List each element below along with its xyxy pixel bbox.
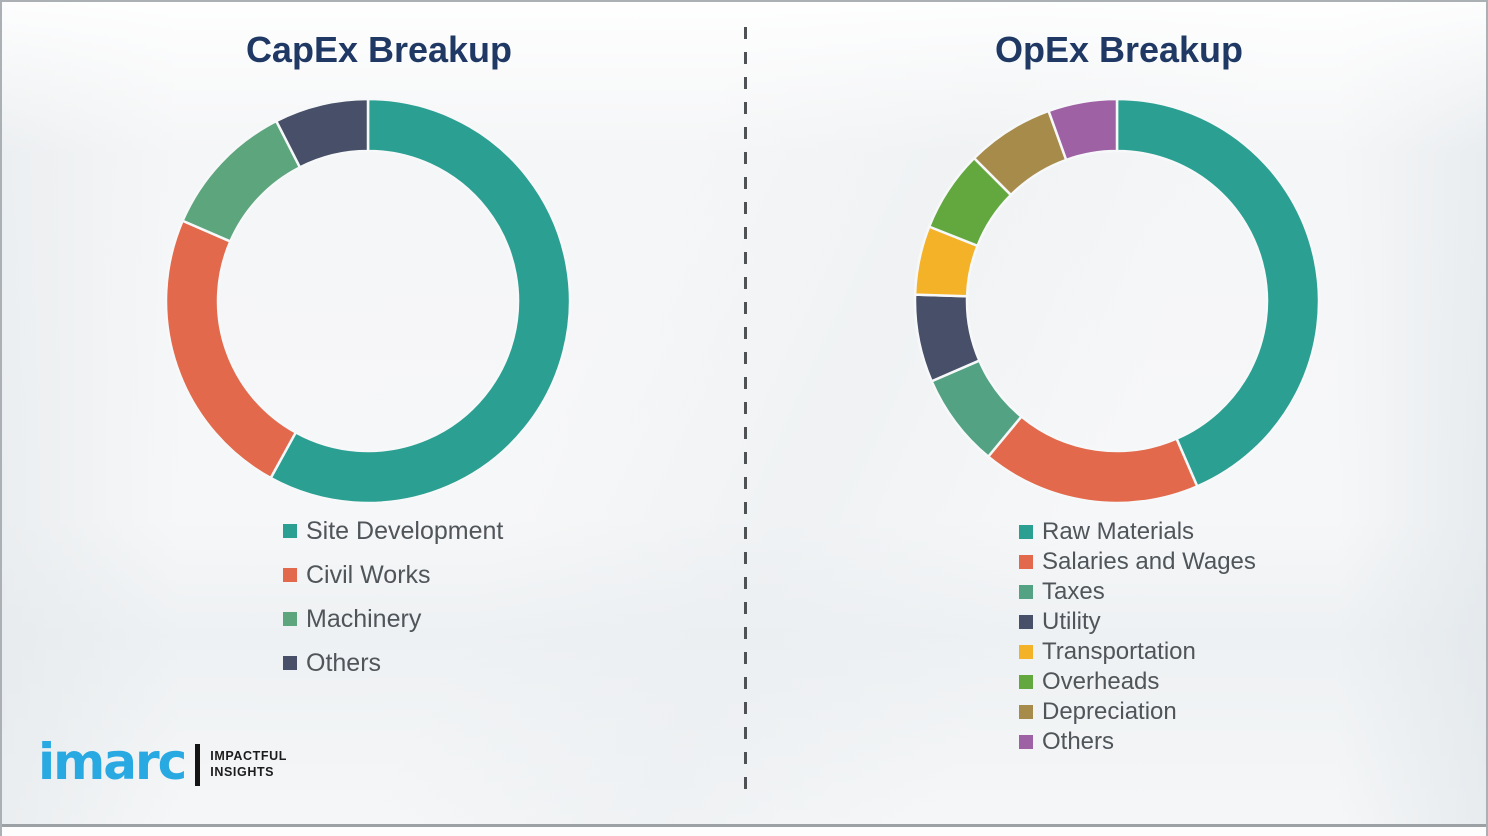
legend-item: Salaries and Wages	[1019, 547, 1256, 577]
legend-item: Civil Works	[283, 553, 503, 597]
legend-label: Transportation	[1042, 638, 1196, 665]
legend-label: Others	[1042, 728, 1115, 755]
legend-item: Utility	[1019, 607, 1256, 637]
imarc-logo: imarc IMPACTFUL INSIGHTS	[38, 737, 287, 787]
donut-segment-salaries-and-wages	[986, 415, 1199, 505]
legend-label: Machinery	[306, 604, 422, 633]
legend-label: Taxes	[1042, 578, 1105, 605]
donut-segment-site-development	[269, 97, 572, 505]
legend-swatch	[1019, 585, 1033, 599]
imarc-tagline-line1: IMPACTFUL	[210, 749, 287, 764]
legend-label: Salaries and Wages	[1042, 548, 1256, 575]
imarc-tagline-line2: INSIGHTS	[210, 765, 275, 779]
legend-item: Overheads	[1019, 667, 1256, 697]
donut-segment-civil-works	[164, 219, 297, 480]
bottom-border-line	[2, 824, 1486, 827]
legend-swatch	[283, 612, 297, 626]
legend-label: Utility	[1042, 608, 1101, 635]
legend-swatch	[1019, 705, 1033, 719]
legend-item: Transportation	[1019, 637, 1256, 667]
legend-swatch	[283, 568, 297, 582]
donut-segment-raw-materials	[1115, 97, 1321, 488]
legend-label: Raw Materials	[1042, 518, 1195, 545]
legend-swatch	[283, 524, 297, 538]
imarc-logo-tagline: IMPACTFUL INSIGHTS	[210, 749, 287, 780]
capex-chart-title: CapEx Breakup	[245, 29, 513, 70]
legend-item: Others	[1019, 727, 1256, 757]
legend-swatch	[1019, 645, 1033, 659]
legend-label: Depreciation	[1042, 698, 1177, 725]
imarc-logo-divider-bar	[195, 744, 201, 786]
divider-dashed-line	[744, 27, 747, 795]
opex-chart-title: OpEx Breakup	[994, 29, 1244, 70]
legend-swatch	[1019, 525, 1033, 539]
legend-label: Site Development	[306, 516, 504, 545]
legend-item: Raw Materials	[1019, 517, 1256, 547]
bottom-white-strip	[2, 827, 1486, 836]
capex-donut-chart	[156, 89, 580, 513]
opex-donut-chart	[905, 89, 1329, 513]
opex-legend: Raw Materials Salaries and Wages Taxes Util…	[1019, 517, 1256, 757]
legend-item: Taxes	[1019, 577, 1256, 607]
legend-label: Others	[306, 648, 382, 677]
donut-segment-others	[275, 97, 370, 169]
legend-item: Others	[283, 641, 503, 685]
legend-swatch	[1019, 615, 1033, 629]
legend-swatch	[1019, 555, 1033, 569]
legend-item: Machinery	[283, 597, 503, 641]
legend-swatch	[1019, 675, 1033, 689]
donut-segment-others	[1047, 97, 1119, 162]
legend-item: Depreciation	[1019, 697, 1256, 727]
capex-legend: Site Development Civil Works Machinery Othe…	[283, 509, 503, 685]
legend-swatch	[283, 656, 297, 670]
legend-swatch	[1019, 735, 1033, 749]
donut-segment-machinery	[181, 119, 302, 243]
legend-label: Civil Works	[306, 560, 431, 589]
legend-label: Overheads	[1042, 668, 1160, 695]
imarc-logo-wordmark: imarc	[38, 733, 187, 791]
legend-item: Site Development	[283, 509, 503, 553]
